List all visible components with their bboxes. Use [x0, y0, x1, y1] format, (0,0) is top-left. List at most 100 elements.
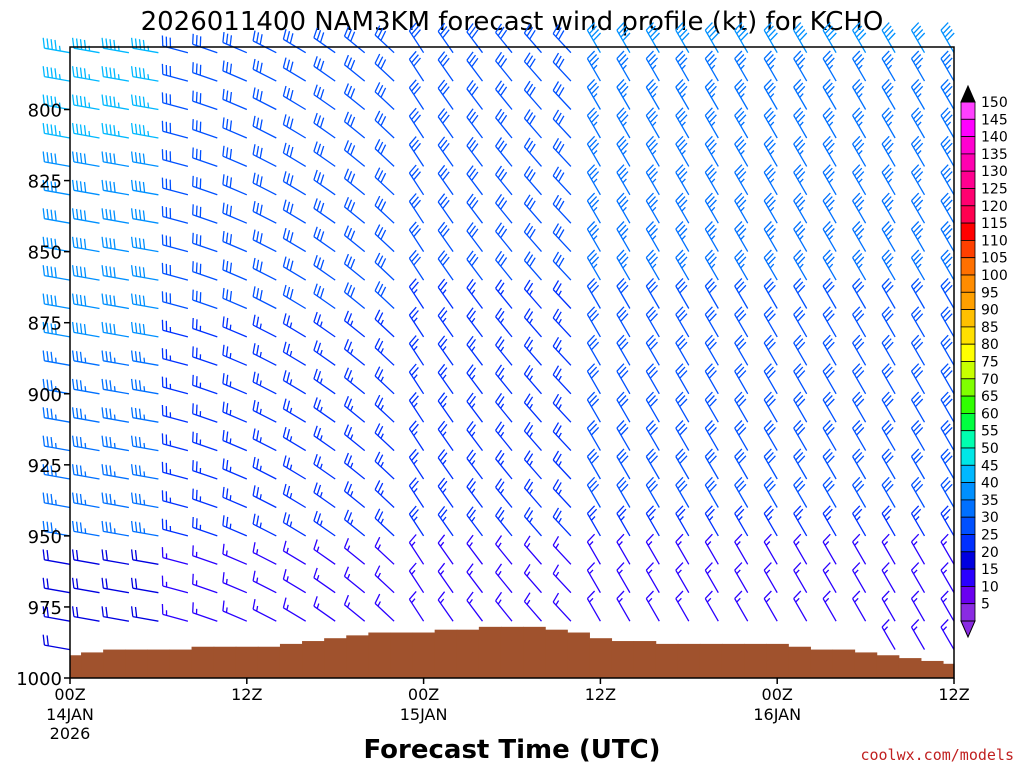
wind-barb: [940, 533, 955, 565]
wind-barb: [552, 81, 572, 110]
wind-barb: [343, 452, 366, 480]
wind-barb: [523, 592, 542, 622]
wind-barb: [101, 236, 130, 253]
wind-barb: [192, 545, 218, 565]
wind-barb: [704, 391, 719, 423]
wind-barb: [374, 480, 395, 508]
wind-barb: [130, 492, 159, 509]
wind-barb: [763, 192, 778, 224]
wind-barb: [822, 277, 837, 309]
wind-barb: [552, 450, 572, 480]
surface-bar: [147, 649, 171, 678]
colorbar-swatch: [960, 222, 976, 241]
wind-barb: [645, 221, 660, 252]
wind-barb: [793, 391, 808, 423]
wind-barb: [881, 78, 896, 110]
wind-barb: [552, 24, 572, 54]
wind-barb: [343, 395, 366, 423]
wind-barb: [222, 287, 248, 310]
wind-barb: [523, 109, 542, 139]
wind-barb: [822, 50, 837, 82]
wind-barb: [437, 591, 454, 622]
wind-barb: [495, 336, 513, 366]
wind-barb: [763, 306, 778, 338]
surface-bar: [744, 643, 767, 678]
wind-barb: [282, 370, 307, 395]
wind-barb: [101, 265, 130, 281]
surface-bar: [478, 626, 502, 678]
wind-barb: [192, 346, 218, 366]
wind-barb: [466, 421, 484, 451]
wind-barb: [161, 376, 189, 395]
wind-barb: [42, 492, 71, 509]
wind-barb: [252, 371, 277, 395]
wind-barb: [466, 506, 484, 537]
wind-barb: [645, 363, 660, 395]
wind-barb: [910, 334, 926, 366]
wind-barb: [495, 250, 513, 281]
wind-barb: [130, 66, 159, 82]
wind-barb: [408, 22, 425, 54]
wind-barb: [616, 306, 631, 338]
colorbar-swatch: [960, 274, 976, 293]
wind-barb: [222, 373, 248, 395]
wind-barb: [881, 391, 896, 423]
wind-barb: [252, 144, 277, 167]
y-tick-label: 925: [28, 456, 62, 477]
wind-barb: [161, 547, 189, 565]
wind-barb: [495, 80, 513, 110]
wind-barb: [282, 313, 307, 338]
colorbar-swatch: [960, 136, 976, 155]
wind-barb: [71, 378, 100, 395]
wind-barb: [616, 391, 631, 423]
wind-barb: [675, 192, 690, 224]
wind-barb: [552, 422, 572, 452]
wind-barb: [222, 145, 248, 167]
wind-barb: [313, 112, 336, 139]
wind-barb: [552, 564, 572, 594]
wind-barb: [675, 50, 690, 82]
wind-barb: [852, 277, 867, 309]
wind-barb: [408, 79, 425, 110]
wind-barb: [161, 206, 189, 224]
wind-barb: [910, 107, 926, 139]
wind-barb: [793, 562, 808, 594]
wind-barb: [881, 50, 896, 82]
credit-text[interactable]: coolwx.com/models: [860, 746, 1014, 764]
wind-barb: [282, 199, 307, 224]
wind-barb: [192, 289, 218, 310]
wind-barb: [313, 539, 336, 565]
wind-barb: [466, 51, 484, 82]
wind-barb: [408, 335, 425, 366]
colorbar-label: 65: [981, 389, 999, 405]
wind-barb: [852, 22, 867, 54]
wind-barb: [910, 78, 926, 110]
wind-barb: [374, 309, 395, 338]
colorbar-label: 150: [981, 95, 1008, 111]
wind-barb: [71, 208, 100, 224]
wind-barb: [704, 448, 719, 480]
wind-barb: [910, 448, 926, 480]
wind-barb: [881, 306, 896, 338]
wind-barb: [793, 192, 808, 224]
wind-barb: [161, 92, 189, 111]
wind-barb: [101, 435, 130, 452]
wind-barb: [910, 192, 926, 224]
y-tick-label: 950: [28, 527, 62, 548]
wind-barb: [101, 151, 130, 168]
wind-barb: [495, 222, 513, 253]
wind-barb: [42, 37, 71, 54]
wind-barb: [222, 344, 248, 366]
wind-barb: [192, 119, 218, 139]
wind-barb: [313, 27, 336, 54]
wind-barb: [704, 22, 719, 54]
wind-barb: [675, 277, 690, 309]
wind-barb: [374, 252, 395, 281]
wind-barb: [282, 455, 307, 480]
wind-barb: [645, 562, 660, 594]
colorbar-label: 5: [981, 597, 990, 613]
wind-barb: [71, 350, 100, 366]
wind-barb: [852, 391, 867, 423]
wind-barb: [130, 378, 159, 395]
wind-barb: [523, 507, 542, 537]
